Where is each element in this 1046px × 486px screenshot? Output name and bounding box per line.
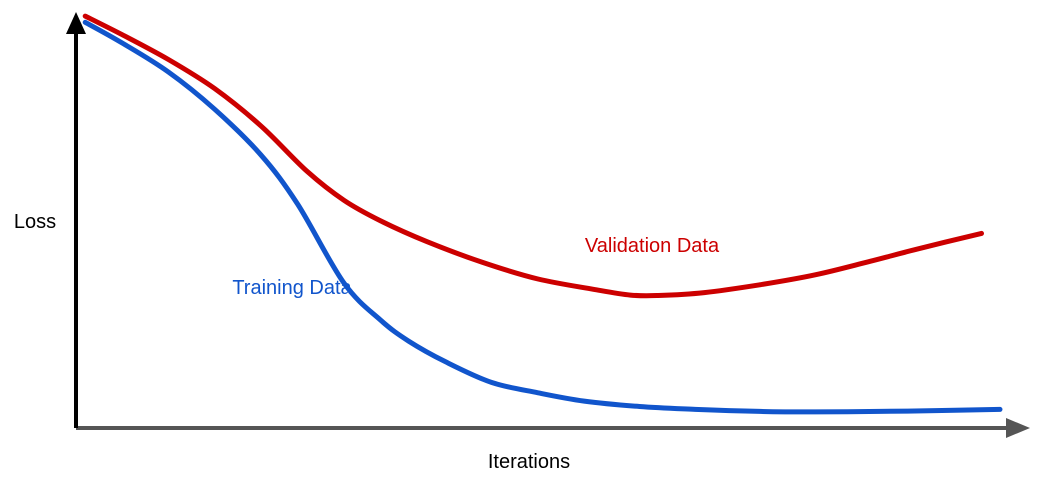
validation-data-line [82,13,984,299]
validation-data-label: Validation Data [585,235,720,257]
training-data-label: Training Data [232,277,352,299]
x-axis-label: Iterations [488,451,570,473]
y-axis-label: Loss [14,211,56,233]
training-data-line [82,19,1003,415]
y-axis-arrowhead [66,12,86,34]
x-axis-arrowhead [1006,418,1030,438]
